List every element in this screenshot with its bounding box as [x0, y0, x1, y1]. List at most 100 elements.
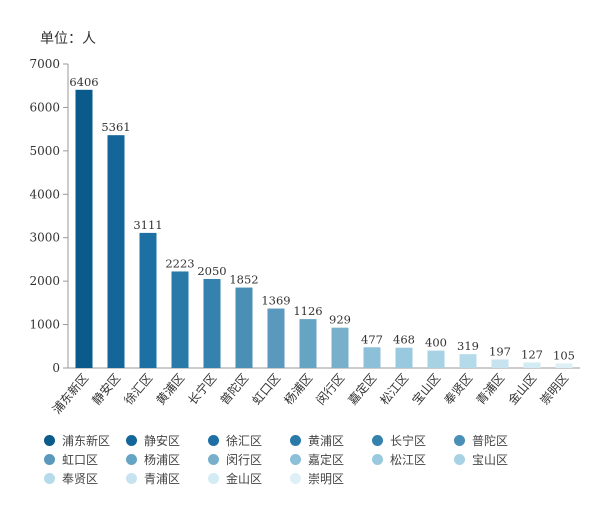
value-label: 2050	[197, 264, 226, 278]
legend-swatch	[208, 472, 219, 484]
legend-swatch	[126, 453, 137, 465]
bar-chart: 单位：人 0 1000 2000 3000 4000 5000 6000 7000 6406 5…	[29, 31, 580, 417]
legend-label: 黄浦区	[308, 433, 345, 448]
legend-label: 徐汇区	[226, 433, 263, 448]
y-tick-label: 3000	[29, 231, 60, 245]
legend-swatch	[454, 453, 465, 465]
legend-swatch	[372, 434, 383, 446]
legend-item[interactable]: 松江区	[372, 451, 454, 467]
x-tick-label: 静安区	[89, 370, 124, 407]
legend-label: 浦东新区	[62, 433, 111, 448]
y-tick-label: 0	[52, 361, 60, 375]
legend-swatch	[208, 453, 219, 465]
legend-label: 崇明区	[308, 471, 345, 486]
x-tick-label: 闵行区	[313, 370, 348, 407]
x-tick-label: 虹口区	[249, 371, 283, 408]
legend-item[interactable]: 黄浦区	[290, 432, 372, 448]
value-label: 1369	[261, 294, 290, 308]
bar-13	[459, 354, 477, 368]
legend-label: 虹口区	[62, 452, 99, 467]
legend-swatch	[44, 453, 55, 465]
bar-4	[171, 271, 189, 368]
x-tick-label: 杨浦区	[281, 370, 316, 407]
value-label: 929	[329, 313, 351, 327]
y-tick-label: 7000	[29, 57, 60, 71]
legend-label: 松江区	[390, 452, 427, 467]
x-tick-label: 浦东新区	[49, 370, 91, 416]
legend-swatch	[290, 453, 301, 465]
legend-swatch	[290, 472, 301, 484]
legend-item[interactable]: 浦东新区	[44, 432, 126, 448]
legend-swatch	[208, 434, 219, 446]
unit-label: 单位：人	[40, 31, 96, 47]
legend-swatch	[44, 472, 55, 484]
legend-item[interactable]: 奉贤区	[44, 470, 126, 486]
legend-item[interactable]: 宝山区	[454, 451, 536, 467]
legend-label: 长宁区	[390, 433, 427, 448]
value-label: 468	[393, 333, 415, 347]
value-label: 6406	[69, 75, 98, 89]
bar-6	[235, 287, 253, 368]
value-label: 1852	[229, 273, 258, 287]
y-tick-label: 6000	[29, 100, 60, 114]
x-tick-labels: 浦东新区静安区徐汇区黄浦区长宁区普陀区虹口区杨浦区闵行区嘉定区松江区宝山区奉贤区…	[49, 370, 571, 416]
bar-15	[523, 362, 541, 368]
legend-swatch	[44, 434, 55, 446]
x-tick-label: 宝山区	[409, 371, 443, 408]
value-label: 400	[425, 336, 447, 350]
x-tick-label: 普陀区	[217, 370, 252, 407]
bar-1	[75, 89, 93, 368]
x-tick-label: 徐汇区	[121, 370, 156, 407]
legend-item[interactable]: 崇明区	[290, 470, 372, 486]
x-tick-label: 金山区	[505, 370, 540, 407]
legend-swatch	[454, 434, 465, 446]
x-tick-label: 青浦区	[473, 371, 507, 408]
legend-label: 静安区	[144, 433, 181, 448]
legend-swatch	[126, 472, 137, 484]
bar-7	[267, 308, 285, 368]
value-label: 197	[489, 344, 511, 358]
bar-11	[395, 347, 413, 368]
legend-item[interactable]: 徐汇区	[208, 432, 290, 448]
bar-3	[139, 232, 157, 368]
x-tick-label: 奉贤区	[441, 371, 475, 408]
legend: 浦东新区 静安区 徐汇区 黄浦区 长宁区 普陀区虹口区 杨浦区 闵行区 嘉定区 松江区 宝山区奉贤区…	[44, 432, 584, 486]
legend-item[interactable]: 闵行区	[208, 451, 290, 467]
value-label: 2223	[165, 256, 194, 270]
legend-item[interactable]: 普陀区	[454, 432, 536, 448]
value-label: 5361	[101, 120, 130, 134]
legend-item[interactable]: 虹口区	[44, 451, 126, 467]
x-tick-label: 长宁区	[185, 370, 220, 407]
y-tick-label: 1000	[29, 318, 60, 332]
legend-label: 闵行区	[226, 452, 263, 467]
legend-item[interactable]: 嘉定区	[290, 451, 372, 467]
value-label: 319	[457, 339, 479, 353]
bar-2	[107, 135, 125, 368]
legend-label: 普陀区	[472, 433, 509, 448]
legend-item[interactable]: 金山区	[208, 470, 290, 486]
legend-swatch	[126, 434, 137, 446]
value-label: 3111	[133, 218, 162, 232]
bar-10	[363, 347, 381, 368]
legend-label: 奉贤区	[62, 471, 99, 486]
value-label: 127	[521, 347, 543, 361]
legend-swatch	[290, 434, 301, 446]
value-label: 477	[361, 332, 383, 346]
legend-item[interactable]: 长宁区	[372, 432, 454, 448]
bar-16	[555, 363, 573, 368]
legend-label: 青浦区	[144, 471, 181, 486]
x-tick-label: 黄浦区	[153, 371, 187, 408]
legend-swatch	[372, 453, 383, 465]
x-tick-label: 崇明区	[537, 371, 571, 408]
legend-label: 金山区	[226, 471, 263, 486]
x-tick-label: 嘉定区	[345, 370, 380, 407]
bar-14	[491, 359, 509, 368]
value-label: 105	[553, 348, 575, 362]
legend-item[interactable]: 青浦区	[126, 470, 208, 486]
bar-9	[331, 327, 349, 368]
value-label: 1126	[293, 304, 322, 318]
legend-item[interactable]: 静安区	[126, 432, 208, 448]
legend-item[interactable]: 杨浦区	[126, 451, 208, 467]
y-tick-label: 2000	[29, 274, 60, 288]
